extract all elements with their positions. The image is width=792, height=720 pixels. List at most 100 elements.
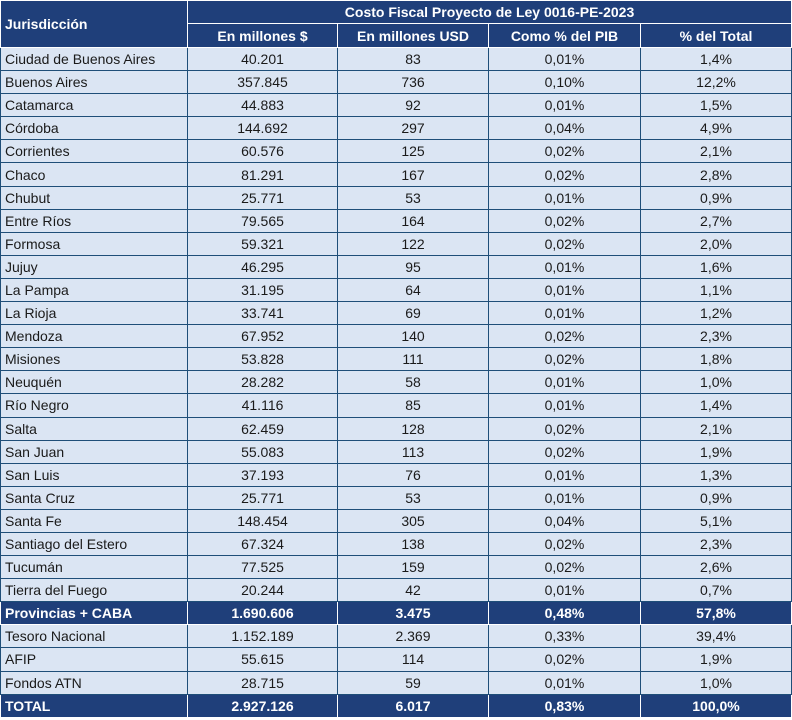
cell-usd: 6.017 bbox=[337, 693, 489, 718]
jurisdiction-header: Jurisdicción bbox=[0, 0, 188, 48]
cell-total: 1,5% bbox=[639, 93, 792, 118]
cell-total: 5,1% bbox=[639, 508, 792, 533]
cell-total: 4,9% bbox=[639, 116, 792, 141]
table-row: Chaco 81.291 167 0,02% 2,8% bbox=[0, 162, 792, 187]
cell-total: 1,0% bbox=[639, 670, 792, 695]
cell-pib: 0,02% bbox=[488, 139, 641, 164]
cell-usd: 2.369 bbox=[337, 624, 489, 649]
cell-usd: 69 bbox=[337, 301, 489, 326]
cell-usd: 125 bbox=[337, 139, 489, 164]
cell-total: 100,0% bbox=[639, 693, 792, 718]
cell-usd: 64 bbox=[337, 277, 489, 303]
cell-usd: 167 bbox=[337, 162, 489, 187]
table-row: AFIP 55.615 114 0,02% 1,9% bbox=[0, 647, 792, 672]
cell-ars: 20.244 bbox=[187, 578, 338, 603]
cell-ars: 40.201 bbox=[187, 46, 338, 72]
cell-ars: 33.741 bbox=[187, 301, 338, 326]
cell-jurisdiction: Jujuy bbox=[0, 254, 188, 279]
cell-jurisdiction: Misiones bbox=[0, 347, 188, 372]
cell-usd: 53 bbox=[337, 485, 489, 510]
cell-usd: 305 bbox=[337, 508, 489, 533]
cell-usd: 58 bbox=[337, 370, 489, 395]
cell-pib: 0,01% bbox=[488, 277, 641, 303]
cell-usd: 122 bbox=[337, 231, 489, 256]
cell-total: 2,0% bbox=[639, 231, 792, 256]
cell-ars: 1.152.189 bbox=[187, 624, 338, 649]
cell-total: 2,6% bbox=[639, 555, 792, 580]
cell-usd: 736 bbox=[337, 70, 489, 95]
table-row: Santiago del Estero 67.324 138 0,02% 2,3% bbox=[0, 531, 792, 557]
cell-total: 1,0% bbox=[639, 370, 792, 395]
cell-ars: 62.459 bbox=[187, 416, 338, 441]
cell-ars: 67.324 bbox=[187, 531, 338, 557]
table-row: La Rioja 33.741 69 0,01% 1,2% bbox=[0, 301, 792, 326]
cell-usd: 138 bbox=[337, 531, 489, 557]
cell-jurisdiction: San Juan bbox=[0, 439, 188, 464]
cell-usd: 114 bbox=[337, 647, 489, 672]
cell-pib: 0,02% bbox=[488, 208, 641, 233]
cell-jurisdiction: Mendoza bbox=[0, 324, 188, 349]
table-row: San Luis 37.193 76 0,01% 1,3% bbox=[0, 462, 792, 487]
cell-usd: 85 bbox=[337, 393, 489, 418]
col-header-total: % del Total bbox=[639, 23, 792, 48]
cell-pib: 0,02% bbox=[488, 647, 641, 672]
cell-usd: 164 bbox=[337, 208, 489, 233]
cell-usd: 83 bbox=[337, 46, 489, 72]
table-row: Entre Ríos 79.565 164 0,02% 2,7% bbox=[0, 208, 792, 233]
cell-pib: 0,02% bbox=[488, 324, 641, 349]
cell-total: 1,6% bbox=[639, 254, 792, 279]
col-header-usd: En millones USD bbox=[337, 23, 489, 48]
cell-jurisdiction: Entre Ríos bbox=[0, 208, 188, 233]
cell-usd: 42 bbox=[337, 578, 489, 603]
cell-jurisdiction: Corrientes bbox=[0, 139, 188, 164]
col-header-pib: Como % del PIB bbox=[488, 23, 641, 48]
cell-jurisdiction: Río Negro bbox=[0, 393, 188, 418]
cell-jurisdiction: Santa Cruz bbox=[0, 485, 188, 510]
table-row: Jujuy 46.295 95 0,01% 1,6% bbox=[0, 254, 792, 279]
cell-pib: 0,01% bbox=[488, 485, 641, 510]
cell-total: 2,8% bbox=[639, 162, 792, 187]
table-row: Chubut 25.771 53 0,01% 0,9% bbox=[0, 185, 792, 210]
col-header-ars: En millones $ bbox=[187, 23, 338, 48]
cell-jurisdiction: Neuquén bbox=[0, 370, 188, 395]
cell-ars: 357.845 bbox=[187, 70, 338, 95]
cell-ars: 28.715 bbox=[187, 670, 338, 695]
cell-pib: 0,01% bbox=[488, 46, 641, 72]
cell-ars: 31.195 bbox=[187, 277, 338, 303]
cell-total: 2,1% bbox=[639, 416, 792, 441]
cell-jurisdiction: Fondos ATN bbox=[0, 670, 188, 695]
cell-pib: 0,01% bbox=[488, 578, 641, 603]
cell-ars: 53.828 bbox=[187, 347, 338, 372]
header-row-group: Jurisdicción Costo Fiscal Proyecto de Le… bbox=[0, 0, 792, 48]
cell-total: 2,1% bbox=[639, 139, 792, 164]
cell-jurisdiction: Tucumán bbox=[0, 555, 188, 580]
cell-ars: 148.454 bbox=[187, 508, 338, 533]
cell-jurisdiction: Chubut bbox=[0, 185, 188, 210]
table-row: Corrientes 60.576 125 0,02% 2,1% bbox=[0, 139, 792, 164]
cell-usd: 111 bbox=[337, 347, 489, 372]
cell-usd: 159 bbox=[337, 555, 489, 580]
cell-jurisdiction: La Pampa bbox=[0, 277, 188, 303]
cell-pib: 0,01% bbox=[488, 93, 641, 118]
cell-total: 1,3% bbox=[639, 462, 792, 487]
header-row-columns: En millones $ En millones USD Como % del… bbox=[1, 23, 792, 48]
table-row: Ciudad de Buenos Aires 40.201 83 0,01% 1,4% bbox=[0, 46, 792, 72]
cell-jurisdiction: San Luis bbox=[0, 462, 188, 487]
cell-total: 1,4% bbox=[639, 393, 792, 418]
cell-pib: 0,02% bbox=[488, 531, 641, 557]
cell-pib: 0,01% bbox=[488, 301, 641, 326]
cell-ars: 60.576 bbox=[187, 139, 338, 164]
cell-jurisdiction: Tierra del Fuego bbox=[0, 578, 188, 603]
cell-total: 12,2% bbox=[639, 70, 792, 95]
cell-jurisdiction: Ciudad de Buenos Aires bbox=[0, 46, 188, 72]
total-row: TOTAL 2.927.126 6.017 0,83% 100,0% bbox=[0, 693, 792, 718]
cell-pib: 0,02% bbox=[488, 439, 641, 464]
table-body: Ciudad de Buenos Aires 40.201 83 0,01% 1,4% B… bbox=[0, 46, 792, 718]
cell-usd: 3.475 bbox=[337, 601, 489, 626]
cell-pib: 0,01% bbox=[488, 254, 641, 279]
cell-jurisdiction: Provincias + CABA bbox=[0, 601, 188, 626]
cell-total: 1,1% bbox=[639, 277, 792, 303]
table-row: Formosa 59.321 122 0,02% 2,0% bbox=[0, 231, 792, 256]
table-row: Santa Fe 148.454 305 0,04% 5,1% bbox=[0, 508, 792, 533]
